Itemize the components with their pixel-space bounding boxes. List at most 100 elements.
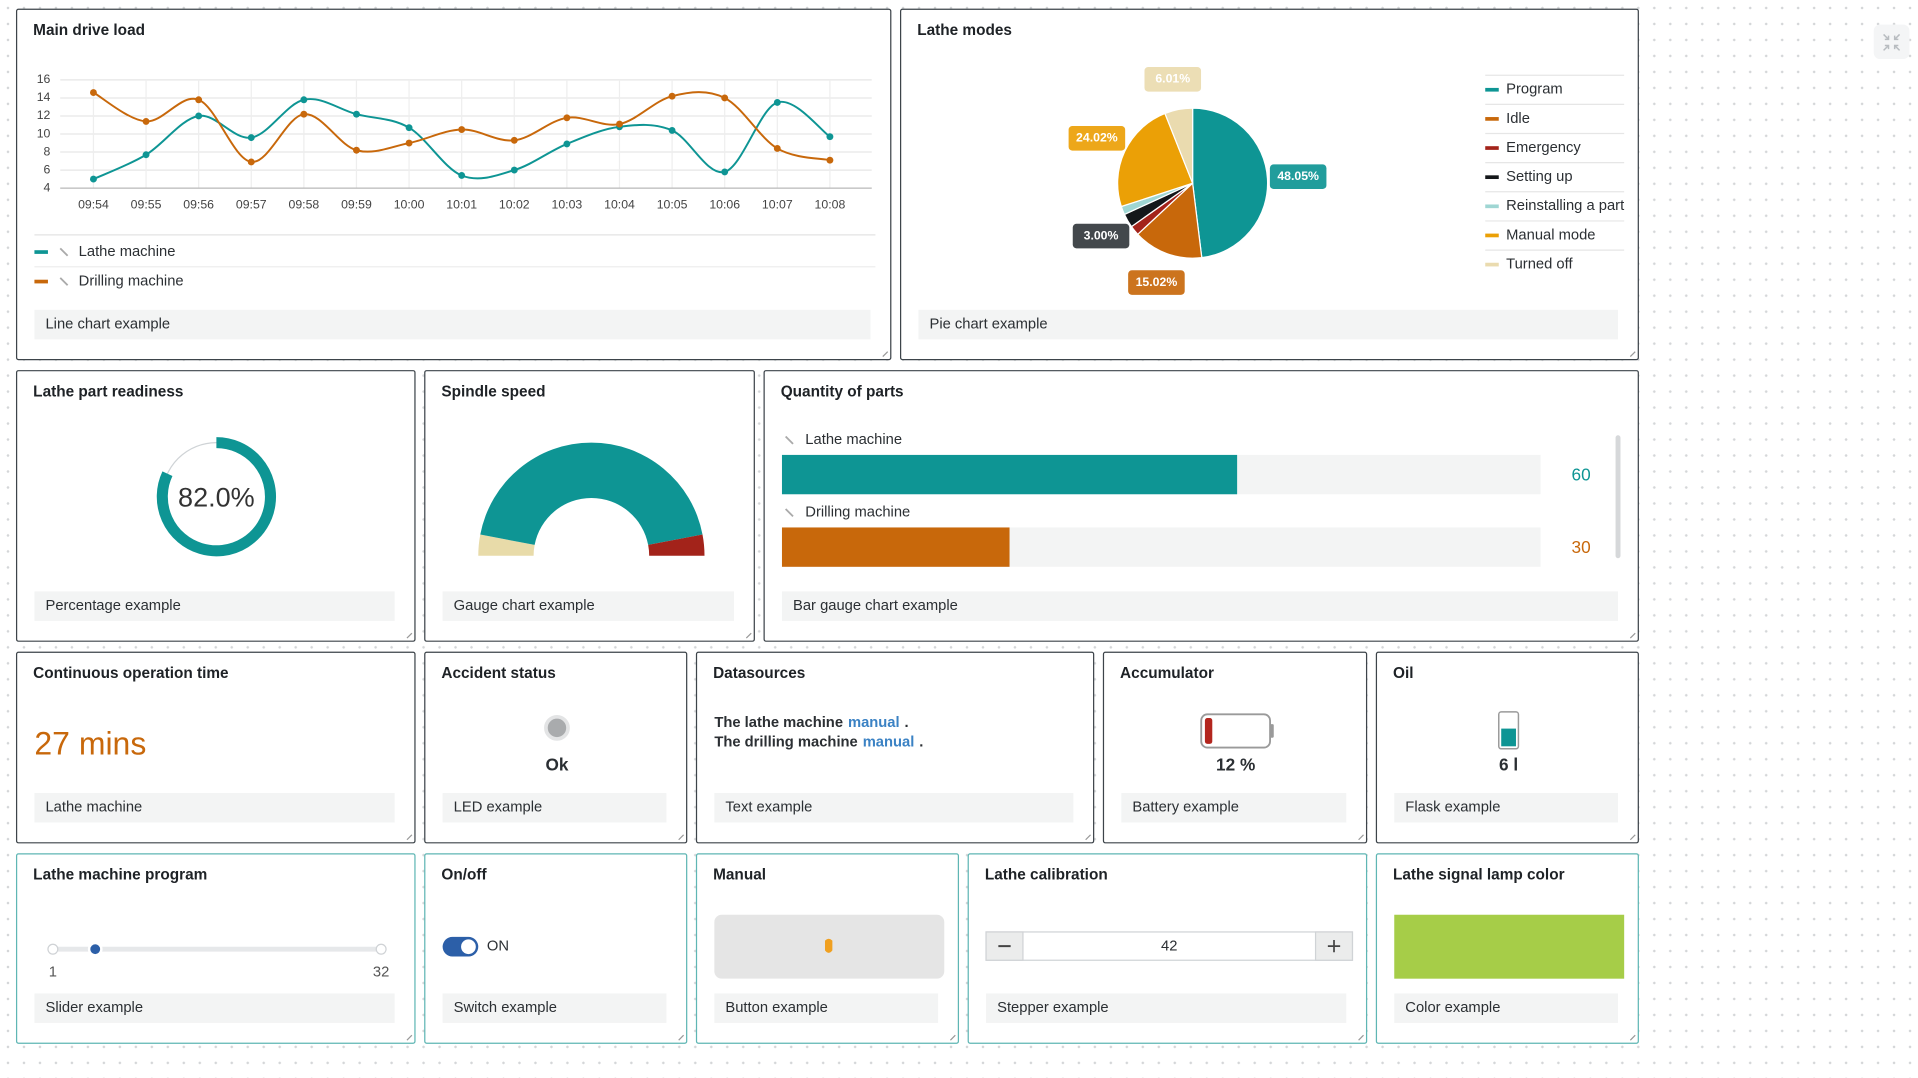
point: [89, 89, 97, 96]
pie-label: 48.05%: [1277, 169, 1319, 183]
point: [405, 124, 413, 132]
slider-handle[interactable]: [87, 941, 103, 957]
pie-label-bg: [1128, 270, 1185, 295]
point: [668, 126, 676, 134]
link[interactable]: manual: [863, 735, 915, 751]
widget-title: Lathe calibration: [985, 866, 1108, 883]
point: [300, 110, 308, 118]
resize-handle: [678, 1034, 685, 1041]
y-tick-label: 10: [37, 126, 51, 140]
series-line: [92, 91, 831, 163]
collapse-button[interactable]: [1873, 24, 1910, 60]
pie-slice: [1136, 181, 1203, 259]
slider-end: [47, 943, 59, 955]
y-tick-label: 12: [37, 108, 51, 122]
widget-card: Lathe modes Pie chart example 48.05% Progra…: [899, 8, 1639, 361]
point: [300, 96, 308, 104]
legend-label: Turned off: [1506, 256, 1573, 272]
battery-nub: [1270, 724, 1274, 738]
resize-handle: [1358, 834, 1364, 841]
widget-card: Lathe machine program Slider example 1 32: [15, 853, 416, 1044]
link[interactable]: manual: [848, 715, 900, 731]
widget-card: Datasources Text example The lathe machine…: [695, 651, 1095, 844]
legend-swatch: [34, 279, 48, 284]
footer-box: [1394, 993, 1619, 1023]
legend-swatch: [1485, 204, 1499, 209]
widget-card: Lathe calibration Stepper example 42: [967, 853, 1368, 1044]
point: [353, 146, 360, 154]
widget-canvas: Main drive load Line chart example 4 6 8 10 12…: [33, 22, 889, 357]
pie-label-bg: [1068, 126, 1126, 151]
widget-canvas: Lathe signal lamp color Color example: [1393, 866, 1636, 1041]
footer-label: Flask example: [1405, 800, 1500, 816]
footer-box: [34, 309, 871, 340]
point: [89, 175, 97, 183]
slider-min: 1: [49, 964, 57, 980]
led: [544, 714, 570, 741]
battery-level: [1204, 718, 1213, 744]
donut-arc: [156, 437, 277, 557]
footer-label: Button example: [725, 1000, 827, 1016]
resize-handle: [406, 1034, 413, 1041]
footer-label: Line chart example: [45, 316, 170, 332]
point: [142, 151, 150, 159]
pie-slice: [1164, 107, 1194, 184]
x-tick-label: 10:01: [446, 198, 477, 212]
x-tick-label: 09:58: [288, 198, 319, 212]
footer-box: [714, 993, 939, 1023]
bar-label: Drilling machine: [805, 505, 910, 521]
footer-label: Text example: [725, 800, 812, 816]
x-tick-label: 09:54: [78, 198, 109, 212]
point: [195, 112, 203, 120]
link-icon: [784, 435, 794, 445]
resize-handle: [1629, 834, 1636, 841]
widget-card: Accumulator Battery example 12 %: [1102, 651, 1368, 844]
widget-canvas: Continuous operation time Lathe machine 27…: [33, 665, 413, 841]
color-swatch: [1394, 914, 1625, 979]
footer-label: Slider example: [45, 1000, 143, 1016]
widget-card: Quantity of parts Bar gauge chart example…: [763, 370, 1639, 642]
footer-box: [918, 309, 1619, 340]
footer-box: [442, 793, 667, 823]
point: [668, 92, 676, 100]
footer-box: [34, 591, 395, 621]
legend-swatch: [1485, 87, 1499, 92]
widget-card: Manual Button example: [695, 853, 960, 1044]
point: [721, 168, 729, 176]
led-status: Ok: [545, 755, 568, 775]
widget-title: Continuous operation time: [33, 665, 229, 682]
resize-handle: [882, 351, 889, 357]
x-tick-label: 10:00: [394, 198, 425, 212]
bar: [781, 454, 1238, 495]
footer-box: [34, 993, 395, 1023]
y-tick-label: 14: [37, 90, 51, 104]
legend-label: Program: [1506, 82, 1563, 98]
pie-label: 24.02%: [1076, 131, 1118, 145]
x-tick-label: 09:59: [341, 198, 372, 212]
bar-label: Lathe machine: [805, 432, 902, 448]
legend-swatch: [34, 250, 48, 254]
footer-label: Battery example: [1132, 800, 1239, 816]
flask-level: [1501, 728, 1516, 747]
legend-label: Lathe machine: [79, 244, 176, 260]
widget-canvas: Oil Flask example 6 l: [1393, 665, 1636, 841]
point: [826, 156, 834, 164]
legend-swatch: [1485, 262, 1499, 267]
resize-handle: [1629, 632, 1636, 639]
widget-canvas: On/off Switch example ON: [441, 866, 685, 1041]
widget-canvas: Spindle speed Gauge chart example: [441, 383, 752, 639]
widget-title: Accumulator: [1120, 665, 1214, 682]
text-line: The lathe machine manual.: [714, 715, 908, 731]
footer-label: LED example: [454, 800, 543, 816]
text-part: .: [919, 735, 923, 751]
x-tick-label: 10:05: [657, 198, 688, 212]
widget-card: Accident status LED example Ok: [424, 651, 688, 844]
point: [826, 133, 834, 141]
legend-label: Reinstalling a part: [1506, 198, 1624, 214]
widget-card: On/off Switch example ON: [424, 853, 688, 1044]
flask-value: 6 l: [1499, 755, 1518, 775]
stepper-plus[interactable]: [1314, 931, 1354, 961]
footer-label: Stepper example: [997, 1000, 1109, 1016]
y-tick-label: 6: [44, 162, 51, 176]
stepper-field: [985, 931, 1354, 961]
